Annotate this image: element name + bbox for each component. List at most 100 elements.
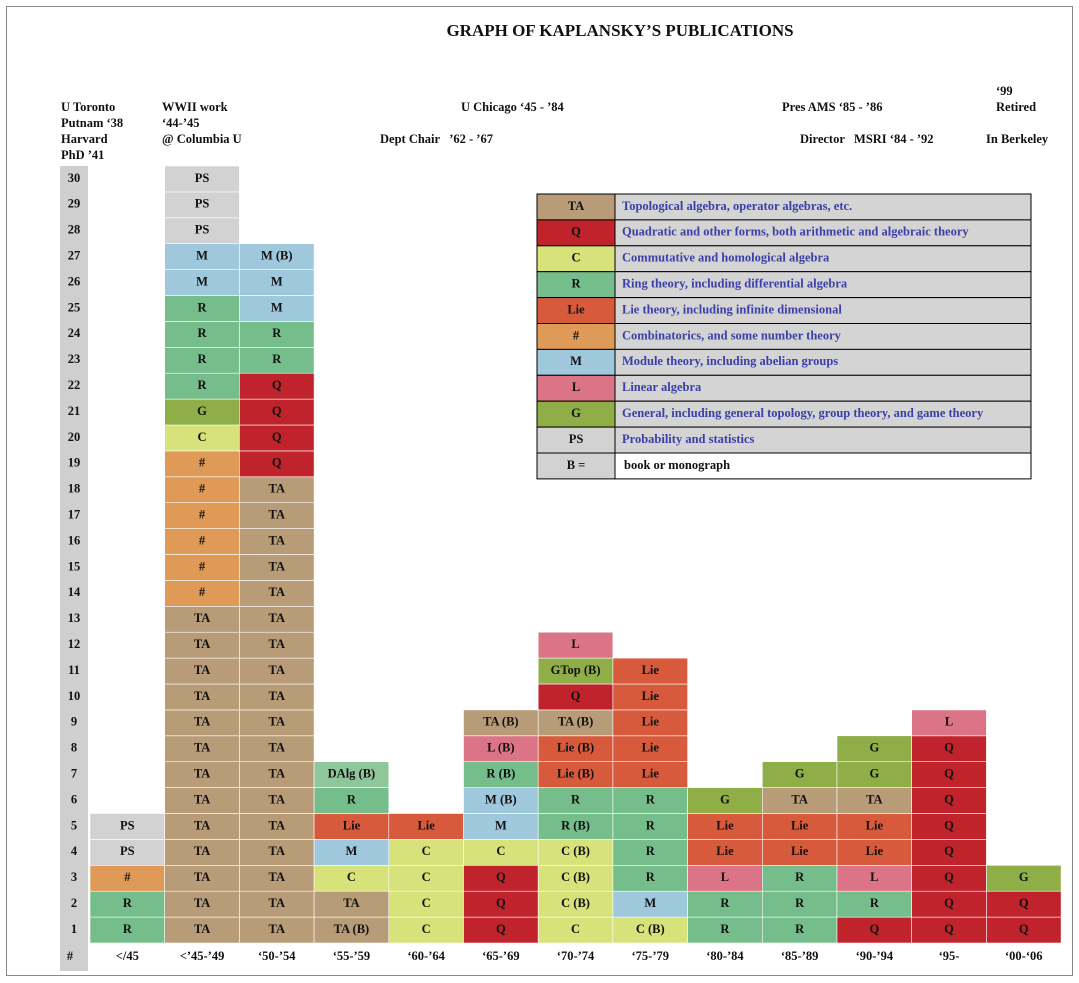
cell-label: TA (269, 637, 285, 651)
column-label: ‘65-’69 (482, 949, 520, 963)
cell (89, 839, 165, 866)
cell (239, 813, 315, 840)
row-number: 3 (71, 870, 77, 884)
header-text: Director MSRI ‘84 - ’92 (800, 132, 934, 146)
cell-label: TA (194, 663, 210, 677)
cell-label: Lie (642, 663, 660, 677)
legend-swatch (536, 452, 616, 480)
cell-label: TA (194, 611, 210, 625)
cell-label: TA (B) (483, 715, 519, 729)
cell-label: # (199, 585, 206, 599)
cell-label: Lie (791, 844, 809, 858)
cell (687, 864, 763, 892)
legend-desc-box (614, 193, 1032, 221)
cell (537, 761, 614, 788)
cell-label: L (870, 870, 878, 884)
cell-label: G (869, 767, 879, 781)
cell-label: TA (194, 922, 210, 936)
legend-code: G (571, 406, 581, 420)
cell (164, 450, 240, 478)
cell-label: Lie (642, 741, 660, 755)
legend-code: Lie (567, 302, 585, 316)
legend-swatch (536, 374, 616, 402)
cell (239, 476, 315, 503)
column-label: ‘80-’84 (706, 949, 744, 963)
legend-desc-box (614, 426, 1032, 454)
cell (537, 890, 614, 918)
cell (537, 709, 614, 737)
cell (836, 916, 912, 944)
cell (239, 839, 315, 866)
cell-label: TA (194, 689, 210, 703)
cell-label: M (B) (261, 249, 293, 263)
cell-label: Lie (716, 844, 734, 858)
cell-label: C (347, 870, 356, 884)
cell (239, 709, 315, 737)
cell (239, 398, 315, 426)
cell-label: TA (269, 870, 285, 884)
cell (164, 631, 240, 659)
column-label: ‘90-’94 (856, 949, 894, 963)
chart-title: GRAPH OF KAPLANSKY’S PUBLICATIONS (446, 21, 793, 40)
column-label: ‘70-’74 (557, 949, 595, 963)
cell (537, 839, 614, 866)
cell-label: R (646, 844, 656, 858)
legend-label: book or monograph (624, 458, 730, 472)
header-text: PhD ’41 (61, 148, 104, 162)
legend-desc-box (614, 297, 1032, 325)
cell (239, 450, 315, 478)
cell (687, 916, 763, 944)
cell-label: # (124, 870, 131, 884)
cell (537, 631, 614, 659)
cell-label: PS (195, 197, 210, 211)
cell (537, 683, 614, 711)
cell-label: Q (496, 896, 506, 910)
cell-label: Q (496, 922, 506, 936)
cell (164, 502, 240, 529)
cell-label: Q (869, 922, 879, 936)
cell-label: R (795, 870, 805, 884)
cell (612, 787, 688, 814)
cell-label: TA (269, 508, 285, 522)
row-number: 12 (68, 637, 81, 651)
column-label: <’45-’49 (180, 949, 225, 963)
cell-label: R (795, 922, 805, 936)
cell (612, 916, 688, 944)
header-text: Dept Chair ’62 - ’67 (380, 132, 493, 146)
cell-label: Q (944, 741, 954, 755)
header-text: Harvard (61, 132, 108, 146)
cell-label: G (720, 792, 730, 806)
cell-label: C (198, 430, 207, 444)
cell-label: GTop (B) (551, 663, 601, 677)
cell (239, 657, 315, 685)
cell-label: TA (791, 792, 807, 806)
cell-label: G (197, 404, 207, 418)
cell-label: L (B) (487, 741, 514, 755)
cell-label: C (422, 844, 431, 858)
cell (388, 813, 464, 840)
cell (911, 787, 987, 814)
cell-label: TA (194, 767, 210, 781)
axis-label: # (67, 949, 74, 963)
legend-code: Q (571, 225, 581, 239)
row-number: 16 (68, 533, 81, 547)
cell-label: TA (269, 559, 285, 573)
cell-label: Q (944, 844, 954, 858)
cell (463, 709, 539, 737)
header-text: Pres AMS ‘85 - ’86 (782, 100, 882, 114)
cell (761, 787, 838, 814)
cell-label: TA (194, 792, 210, 806)
cell (164, 657, 240, 685)
header-text: @ Columbia U (162, 132, 242, 146)
cell-label: TA (194, 896, 210, 910)
cell-label: Lie (866, 818, 884, 832)
cell-label: C (571, 922, 580, 936)
row-number: 9 (71, 715, 77, 729)
cell-label: Q (272, 404, 282, 418)
cell-label: PS (195, 223, 210, 237)
cell (911, 813, 987, 840)
row-number: 25 (68, 300, 81, 314)
cell-label: Q (944, 922, 954, 936)
cell (164, 839, 240, 866)
